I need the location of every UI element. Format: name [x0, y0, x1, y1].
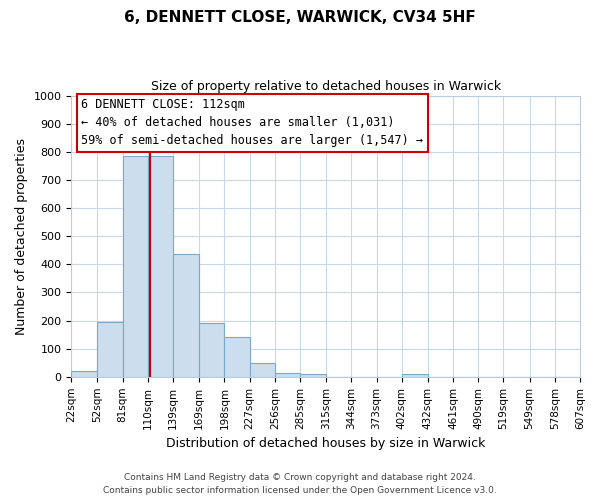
Text: 6 DENNETT CLOSE: 112sqm
← 40% of detached houses are smaller (1,031)
59% of semi: 6 DENNETT CLOSE: 112sqm ← 40% of detache…	[82, 98, 424, 148]
Bar	[300, 374, 326, 377]
Text: Contains HM Land Registry data © Crown copyright and database right 2024.
Contai: Contains HM Land Registry data © Crown c…	[103, 474, 497, 495]
Y-axis label: Number of detached properties: Number of detached properties	[15, 138, 28, 334]
X-axis label: Distribution of detached houses by size in Warwick: Distribution of detached houses by size …	[166, 437, 485, 450]
Bar	[71, 371, 97, 377]
Bar	[224, 338, 250, 377]
Bar	[122, 156, 148, 377]
Bar	[402, 374, 428, 377]
Bar	[250, 363, 275, 377]
Bar	[148, 156, 173, 377]
Bar	[199, 322, 224, 377]
Title: Size of property relative to detached houses in Warwick: Size of property relative to detached ho…	[151, 80, 501, 93]
Bar	[97, 322, 122, 377]
Bar	[173, 254, 199, 377]
Text: 6, DENNETT CLOSE, WARWICK, CV34 5HF: 6, DENNETT CLOSE, WARWICK, CV34 5HF	[124, 10, 476, 25]
Bar	[275, 372, 300, 377]
